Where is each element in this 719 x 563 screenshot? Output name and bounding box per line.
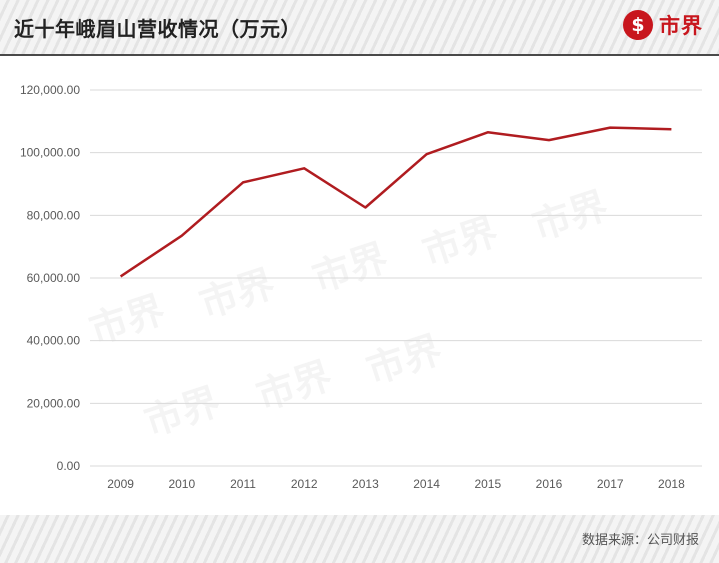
y-tick-label: 0.00 xyxy=(57,459,81,473)
y-tick-label: 40,000.00 xyxy=(27,334,81,348)
watermark-text: 市界 xyxy=(527,183,613,248)
x-tick-label: 2015 xyxy=(474,477,501,491)
page-title: 近十年峨眉山营收情况（万元） xyxy=(14,17,301,41)
watermark-text: 市界 xyxy=(307,235,393,300)
brand-logo: $ 市界 xyxy=(623,10,703,40)
header-divider xyxy=(0,54,719,56)
y-tick-label: 20,000.00 xyxy=(27,396,81,410)
series-line-revenue xyxy=(119,126,672,278)
x-tick-label: 2010 xyxy=(168,477,195,491)
x-tick-label: 2014 xyxy=(413,477,440,491)
x-tick-label: 2012 xyxy=(291,477,318,491)
header-bar: 近十年峨眉山营收情况（万元） $ 市界 xyxy=(0,0,719,54)
x-axis-ticks: 2009 2010 2011 2012 2013 2014 2015 2016 2017 2018 xyxy=(107,477,685,491)
x-tick-label: 2016 xyxy=(536,477,563,491)
watermark-text: 市界 xyxy=(361,327,447,392)
watermark-text: 市界 xyxy=(194,261,280,326)
watermark-text: 市界 xyxy=(139,379,225,444)
brand-logo-icon: $ xyxy=(623,10,653,40)
brand-logo-text: 市界 xyxy=(659,14,703,38)
y-tick-label: 60,000.00 xyxy=(27,271,81,285)
data-source-note: 数据来源：公司财报 xyxy=(581,533,699,548)
footer-bar: 数据来源：公司财报 xyxy=(0,515,719,563)
y-axis-ticks: 0.00 20,000.00 40,000.00 60,000.00 80,000.00… xyxy=(20,83,80,473)
x-tick-label: 2018 xyxy=(658,477,685,491)
x-tick-label: 2017 xyxy=(597,477,624,491)
watermark-text: 市界 xyxy=(417,209,503,274)
y-tick-label: 120,000.00 xyxy=(20,83,80,97)
x-tick-label: 2009 xyxy=(107,477,134,491)
watermark-text: 市界 xyxy=(251,353,337,418)
x-tick-label: 2013 xyxy=(352,477,379,491)
x-tick-label: 2011 xyxy=(230,477,256,491)
watermark-text: 市界 xyxy=(84,287,170,352)
y-tick-label: 100,000.00 xyxy=(20,146,80,160)
y-tick-label: 80,000.00 xyxy=(27,208,81,222)
grid-lines xyxy=(90,89,702,467)
